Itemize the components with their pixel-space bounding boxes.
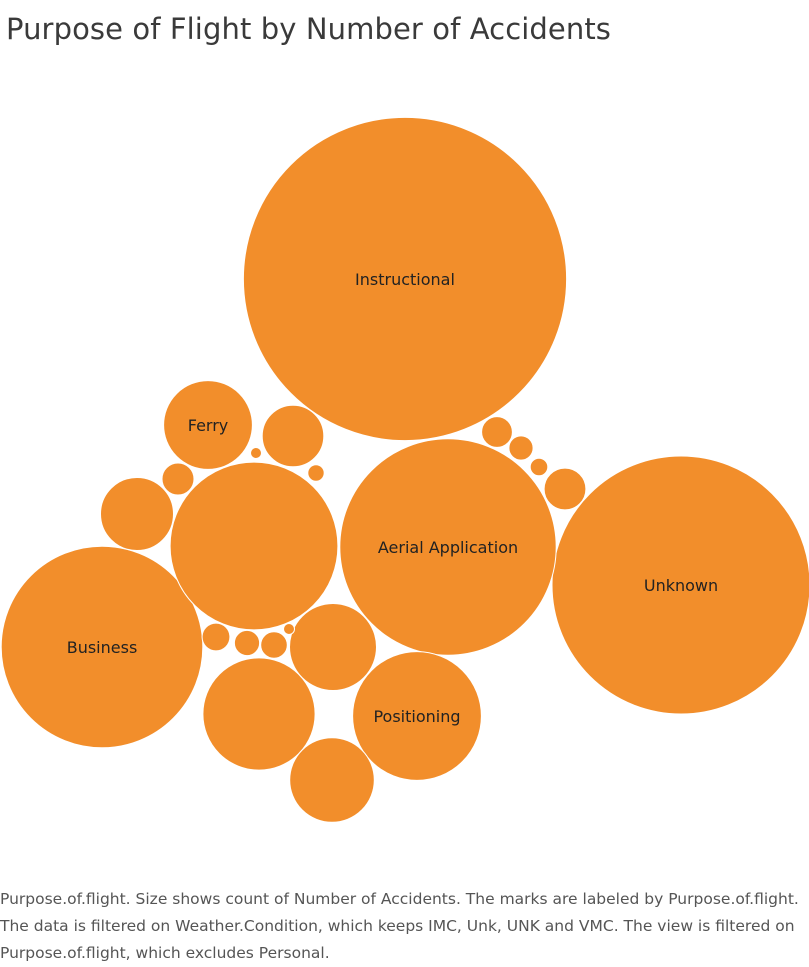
bubble-unlabeled-6[interactable]: [202, 657, 316, 771]
bubble-label-business: Business: [67, 638, 138, 657]
bubble-unlabeled-11[interactable]: [261, 404, 325, 468]
bubble-label-instructional: Instructional: [355, 270, 455, 289]
bubble-unlabeled-17[interactable]: [233, 629, 261, 657]
bubble-unknown[interactable]: [551, 455, 809, 715]
bubble-unlabeled-9[interactable]: [289, 737, 375, 823]
bubble-unlabeled-16[interactable]: [260, 631, 288, 659]
bubble-unlabeled-12[interactable]: [543, 467, 587, 511]
bubble-label-aerial-application: Aerial Application: [378, 538, 518, 557]
bubble-business[interactable]: [0, 545, 204, 749]
bubble-unlabeled-21[interactable]: [250, 447, 262, 459]
bubble-unlabeled-4[interactable]: [169, 461, 339, 631]
bubble-unlabeled-19[interactable]: [529, 457, 549, 477]
bubble-label-ferry: Ferry: [188, 416, 229, 435]
bubble-unlabeled-8[interactable]: [289, 603, 377, 691]
chart-caption: Purpose.of.flight. Size shows count of N…: [0, 890, 799, 962]
bubble-unlabeled-10[interactable]: [100, 477, 174, 551]
bubble-unlabeled-14[interactable]: [481, 416, 513, 448]
bubble-unlabeled-15[interactable]: [201, 622, 231, 652]
bubble-unlabeled-22[interactable]: [283, 623, 295, 635]
bubble-ferry[interactable]: [163, 380, 253, 470]
bubble-label-unknown: Unknown: [644, 576, 718, 595]
bubble-aerial-application[interactable]: [339, 438, 557, 656]
bubble-chart: Instructional Unknown Aerial Application Bu…: [0, 116, 809, 823]
bubble-instructional[interactable]: [242, 116, 568, 442]
bubble-unlabeled-18[interactable]: [508, 435, 534, 461]
bubble-unlabeled-20[interactable]: [307, 464, 325, 482]
bubble-unlabeled-13[interactable]: [161, 462, 195, 496]
bubble-label-positioning: Positioning: [373, 707, 460, 726]
chart-title: Purpose of Flight by Number of Accidents: [6, 12, 611, 46]
bubble-positioning[interactable]: [352, 651, 482, 781]
